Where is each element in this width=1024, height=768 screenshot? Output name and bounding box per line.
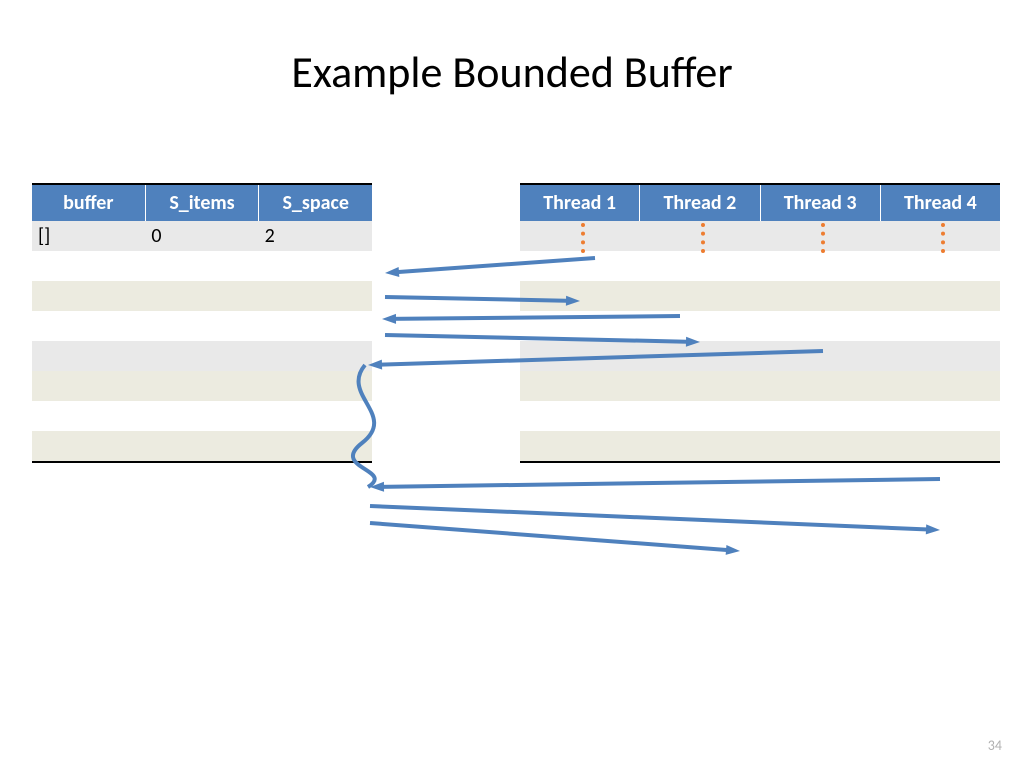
col-thread1: Thread 1 [520,185,640,221]
thread-marker [880,221,1000,251]
col-thread4: Thread 4 [881,185,1000,221]
col-sspace: S_space [259,185,372,221]
table-gap [32,401,372,431]
table-gap [520,251,1000,281]
table-row [32,341,372,371]
dotted-marker-icon [701,223,705,253]
col-thread3: Thread 3 [761,185,881,221]
thread-marker [640,221,760,251]
thread-marker [520,221,640,251]
slide-title: Example Bounded Buffer [0,45,1024,99]
table-header-row: buffer S_items S_space [32,185,372,221]
table-header-row: Thread 1 Thread 2 Thread 3 Thread 4 [520,185,1000,221]
dotted-marker-icon [821,223,825,253]
thread-marker [760,221,880,251]
table-row [520,341,1000,371]
buffer-state-table: buffer S_items S_space [] 0 2 [32,183,372,463]
cell-sspace: 2 [259,221,372,251]
table-row [32,371,372,401]
table-gap [520,311,1000,341]
table-row [520,371,1000,401]
col-sitems: S_items [146,185,260,221]
table-row [520,221,1000,251]
col-thread2: Thread 2 [640,185,760,221]
col-buffer: buffer [32,185,146,221]
table-gap [32,311,372,341]
table-gap [32,251,372,281]
page-number: 34 [988,737,1002,754]
table-gap [520,401,1000,431]
cell-buffer: [] [32,221,145,251]
table-row [520,431,1000,461]
table-row [32,431,372,461]
table-row [32,281,372,311]
dotted-marker-icon [581,223,585,253]
table-row: [] 0 2 [32,221,372,251]
thread-timeline-table: Thread 1 Thread 2 Thread 3 Thread 4 [520,183,1000,463]
table-row [520,281,1000,311]
dotted-marker-icon [941,223,945,253]
cell-sitems: 0 [145,221,258,251]
